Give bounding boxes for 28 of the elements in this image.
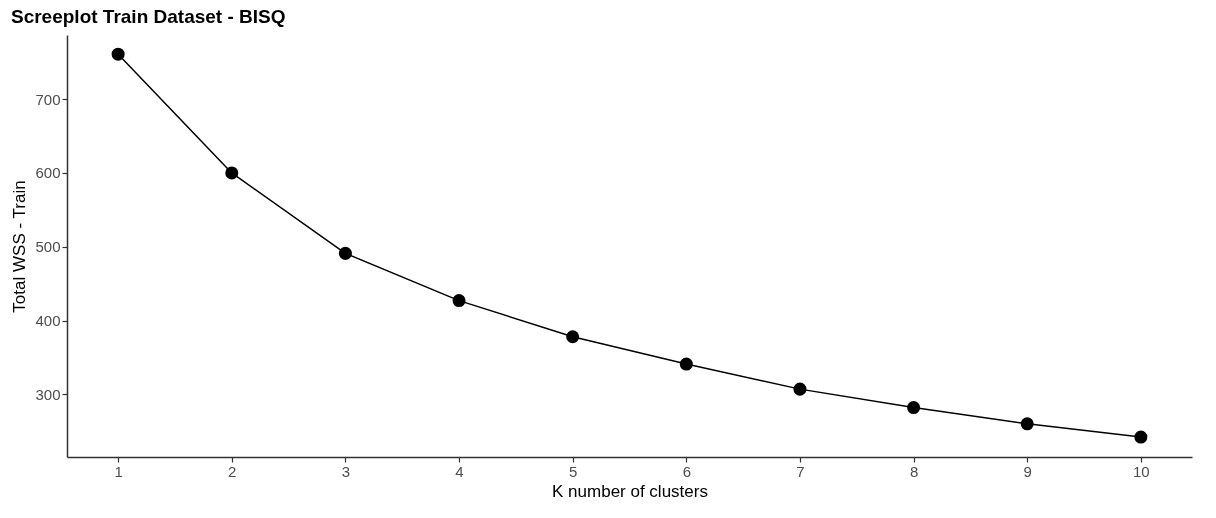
y-tick-label: 600 bbox=[35, 164, 61, 182]
x-tick-label: 7 bbox=[796, 462, 805, 480]
point bbox=[111, 47, 125, 61]
x-tick-label: 3 bbox=[341, 462, 351, 480]
y-tick-label: 400 bbox=[35, 312, 61, 330]
x-tick-label: 4 bbox=[455, 462, 464, 480]
x-tick-label: 6 bbox=[682, 462, 691, 480]
point bbox=[907, 401, 921, 415]
chart-title: Screeplot Train Dataset - BISQ bbox=[10, 6, 286, 27]
x-tick-label: 8 bbox=[909, 462, 919, 480]
point bbox=[338, 246, 352, 260]
y-tick-label: 300 bbox=[35, 385, 61, 403]
x-tick-label: 9 bbox=[1023, 462, 1032, 480]
x-tick-label: 1 bbox=[114, 462, 123, 480]
y-tick-label: 700 bbox=[35, 90, 61, 108]
x-axis-title: K number of clusters bbox=[552, 481, 708, 501]
x-tick-label: 10 bbox=[1133, 462, 1150, 480]
point bbox=[452, 294, 466, 308]
y-tick-label: 500 bbox=[35, 238, 61, 256]
point bbox=[679, 357, 693, 371]
point bbox=[1020, 417, 1034, 431]
point bbox=[793, 382, 807, 396]
point bbox=[566, 330, 580, 344]
x-tick-label: 2 bbox=[228, 462, 237, 480]
x-tick-label: 5 bbox=[569, 462, 578, 480]
point bbox=[1134, 430, 1148, 444]
y-axis-title: Total WSS - Train bbox=[10, 180, 30, 313]
point bbox=[225, 166, 239, 180]
